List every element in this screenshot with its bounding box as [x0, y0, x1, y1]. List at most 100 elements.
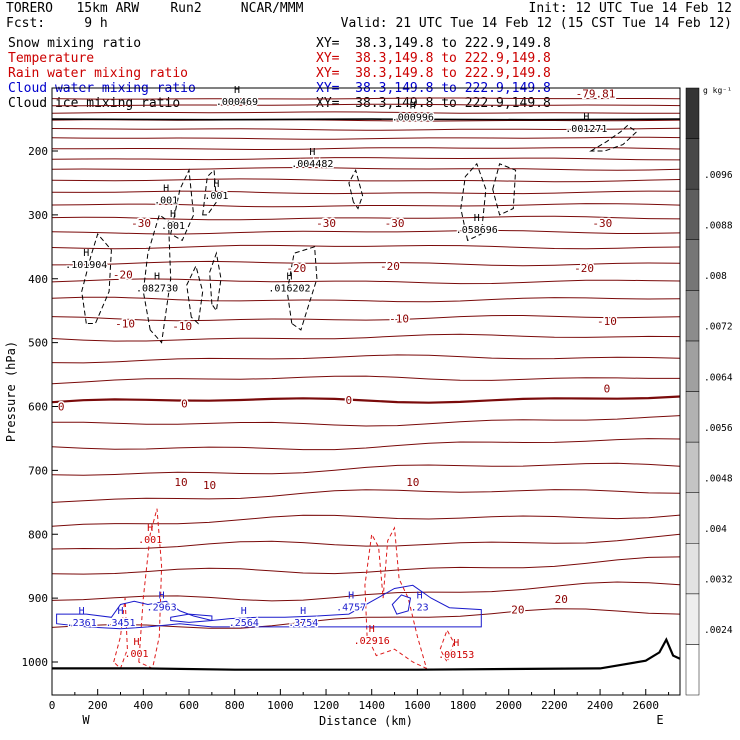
- init-time-label: Init: 12 UTC Tue 14 Feb 12: [528, 1, 733, 16]
- x-tick-label: 2000: [495, 699, 522, 712]
- rain-water-contours: [113, 508, 455, 670]
- x-tick-label: 800: [225, 699, 245, 712]
- colorbar-tick-label: .0024: [704, 625, 733, 636]
- isotherm: [51, 178, 681, 183]
- x-tick-label: 1800: [450, 699, 477, 712]
- isotherm: [51, 375, 680, 385]
- cloud-water-maximum-marker: H: [300, 606, 306, 617]
- ice-contour: [170, 168, 195, 242]
- colorbar-tick-label: .0088: [704, 221, 733, 232]
- temperature-contour-label: -30: [385, 217, 405, 230]
- ice-contour: [202, 169, 217, 216]
- cloud-water-maximum-marker: H: [241, 606, 247, 617]
- x-tick-label: 400: [133, 699, 153, 712]
- isotherm: [51, 354, 681, 364]
- ice-maximum-marker: H: [410, 100, 416, 111]
- cloud-water-contour: [391, 594, 412, 615]
- cloud-water-maximum-value: .4757: [336, 602, 366, 613]
- isotherm: [51, 533, 681, 550]
- rain-maximum-value: .001: [124, 649, 148, 660]
- ice-contour: [460, 162, 487, 242]
- colorbar-tick-label: .0096: [704, 170, 733, 181]
- colorbar-unit-label: g kg⁻¹: [703, 86, 732, 95]
- terrain-line: [52, 637, 681, 671]
- plot-frame: [51, 87, 681, 696]
- isotherm: [51, 136, 681, 140]
- isotherm: [51, 166, 681, 171]
- colorbar-tick-label: .0072: [704, 322, 733, 333]
- ice-maximum-value: .001: [161, 221, 185, 232]
- colorbar-segment: [685, 188, 700, 241]
- temperature-contours: [51, 97, 681, 629]
- temperature-contour-label: 10: [203, 479, 216, 492]
- isotherm: [51, 229, 681, 235]
- isotherm: [51, 190, 681, 195]
- snow-contour: [51, 118, 681, 121]
- temperature-contour-label: -30: [592, 217, 612, 230]
- rain-maximum-marker: H: [147, 523, 153, 534]
- cloud-water-maximum-marker: H: [348, 590, 354, 601]
- isotherm: [52, 147, 681, 151]
- rain-contour: [113, 598, 128, 670]
- ice-maximum-marker: H: [83, 248, 89, 259]
- colorbar-segment: [685, 543, 700, 595]
- east-end-label: E: [656, 713, 663, 727]
- isotherm: [51, 111, 681, 114]
- colorbar-segment: [685, 644, 700, 696]
- rain-contour: [364, 526, 428, 670]
- isotherm: [51, 556, 681, 575]
- cloud-water-contour: [56, 584, 482, 630]
- isotherm: [51, 127, 681, 131]
- isotherm: [51, 244, 681, 250]
- colorbar-segment: [685, 441, 700, 493]
- isotherm: [51, 203, 681, 208]
- x-tick-label: 1400: [358, 699, 385, 712]
- temperature-contour-label: -10: [172, 320, 192, 333]
- ice-maximum-value: .101904: [65, 260, 107, 271]
- cloud-water-maximum-marker: H: [417, 590, 423, 601]
- isotherm: [51, 215, 681, 221]
- colorbar: .0024 .0032 .004 .0048 .0056 .0064 .0072 .008 .0…: [685, 86, 733, 696]
- x-axis-label: Distance (km): [319, 714, 413, 728]
- y-tick-label: 400: [28, 273, 48, 286]
- isotherm-zero: [51, 395, 681, 404]
- isotherm: [51, 438, 681, 451]
- colorbar-segment: [685, 290, 700, 342]
- isotherm: [52, 415, 681, 427]
- isotherm: [51, 314, 681, 322]
- colorbar-tick-label: .0064: [704, 372, 733, 383]
- colorbar-segment: [685, 138, 700, 190]
- cloud-water-maximum-value: .2361: [67, 618, 97, 629]
- colorbar-tick-label: .004: [704, 524, 727, 535]
- isotherm: [51, 514, 681, 527]
- x-tick-label: 0: [49, 699, 56, 712]
- cloud-water-maximum-value: .2564: [229, 618, 259, 629]
- temperature-contour-label: -10: [389, 312, 409, 325]
- x-tick-label: 200: [88, 699, 108, 712]
- ice-maximum-marker: H: [309, 147, 315, 158]
- temperature-contour-label: -20: [574, 262, 594, 275]
- ice-maximum-marker: H: [154, 272, 160, 283]
- isotherm: [51, 489, 681, 503]
- rain-contour: [138, 508, 163, 670]
- temperature-contour-label: -10: [597, 315, 617, 328]
- forecast-hour-label: Fcst: 9 h: [6, 16, 108, 31]
- y-tick-label: 1000: [22, 656, 49, 669]
- temperature-contour-label: 10: [406, 476, 419, 489]
- temperature-contour-label: -30: [131, 217, 151, 230]
- temperature-contour-label: 0: [181, 397, 188, 410]
- temperature-contour-label: 20: [511, 604, 524, 617]
- cloud-water-maximum-marker: H: [79, 606, 85, 617]
- colorbar-tick-label: .0032: [704, 575, 733, 586]
- cloud-water-maximum-value: .3754: [288, 618, 318, 629]
- cloud-ice-contours: [81, 124, 638, 344]
- ice-maximum-value: .000996: [392, 112, 434, 123]
- y-tick-label: 300: [28, 209, 48, 222]
- ice-maximum-marker: H: [583, 112, 589, 123]
- ice-contour: [209, 251, 222, 313]
- temperature-contour-label: 20: [555, 593, 568, 606]
- cloud-water-maximum-marker: H: [159, 590, 165, 601]
- ice-maximum-value: .058696: [456, 225, 498, 236]
- isotherm: [51, 581, 681, 602]
